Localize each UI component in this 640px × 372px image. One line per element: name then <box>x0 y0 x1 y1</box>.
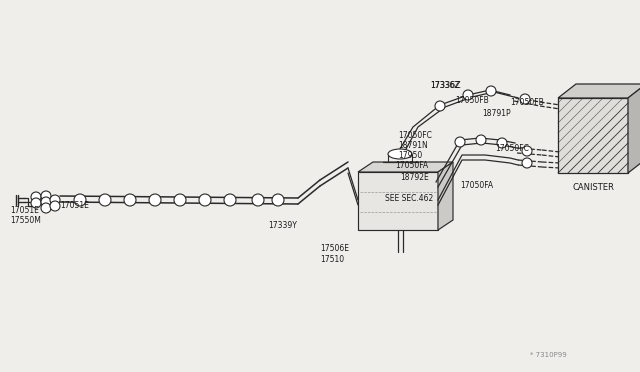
Circle shape <box>124 194 136 206</box>
Circle shape <box>41 191 51 201</box>
Circle shape <box>31 198 41 208</box>
Circle shape <box>272 194 284 206</box>
Circle shape <box>252 194 264 206</box>
Circle shape <box>476 135 486 145</box>
Text: 17510: 17510 <box>320 256 344 264</box>
Polygon shape <box>628 84 640 173</box>
Ellipse shape <box>388 149 412 159</box>
Text: SEE SEC.462: SEE SEC.462 <box>385 193 433 202</box>
Circle shape <box>41 197 51 207</box>
Text: * 7310P99: * 7310P99 <box>530 352 567 358</box>
Polygon shape <box>358 162 453 172</box>
Polygon shape <box>438 162 453 230</box>
Text: CANISTER: CANISTER <box>572 183 614 192</box>
Text: 18791N: 18791N <box>398 141 428 150</box>
Text: 17336Z: 17336Z <box>430 80 461 90</box>
Circle shape <box>174 194 186 206</box>
Text: 17336Z: 17336Z <box>430 80 460 90</box>
Text: 17050FC: 17050FC <box>495 144 529 153</box>
Text: 17950: 17950 <box>398 151 422 160</box>
Text: 17050FB: 17050FB <box>455 96 489 105</box>
Circle shape <box>486 86 496 96</box>
Circle shape <box>41 203 51 213</box>
Text: 17051E: 17051E <box>60 201 89 209</box>
Circle shape <box>455 137 465 147</box>
Text: 18792E: 18792E <box>400 173 429 182</box>
Circle shape <box>149 194 161 206</box>
Circle shape <box>99 194 111 206</box>
Circle shape <box>31 192 41 202</box>
Circle shape <box>435 101 445 111</box>
Circle shape <box>522 158 532 168</box>
Circle shape <box>199 194 211 206</box>
Text: 18791P: 18791P <box>482 109 511 118</box>
Text: 17506E: 17506E <box>320 244 349 253</box>
Text: 17550M: 17550M <box>10 215 41 224</box>
Polygon shape <box>558 98 628 173</box>
Circle shape <box>224 194 236 206</box>
Circle shape <box>50 195 60 205</box>
Circle shape <box>522 146 532 156</box>
Circle shape <box>497 138 507 148</box>
Polygon shape <box>358 172 438 230</box>
Text: 17051E: 17051E <box>10 205 39 215</box>
Circle shape <box>50 201 60 211</box>
Circle shape <box>74 194 86 206</box>
Text: 17050FB: 17050FB <box>510 97 544 106</box>
Circle shape <box>520 94 530 104</box>
Text: 17339Y: 17339Y <box>268 221 297 230</box>
Text: 17050FA: 17050FA <box>395 160 428 170</box>
Text: 17050FA: 17050FA <box>460 180 493 189</box>
Text: 17050FC: 17050FC <box>398 131 432 140</box>
Polygon shape <box>558 84 640 98</box>
Circle shape <box>463 90 473 100</box>
